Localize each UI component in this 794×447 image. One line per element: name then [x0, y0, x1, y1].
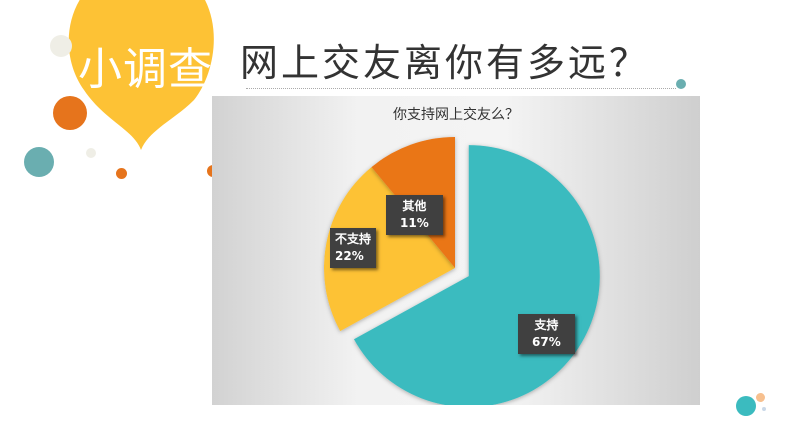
decor-circle — [676, 79, 686, 89]
decor-circle — [86, 148, 96, 158]
data-label-percent: 11% — [400, 216, 429, 230]
data-label: 不支持 22% — [330, 228, 377, 268]
badge-label: 小调查 — [78, 44, 213, 95]
pie-svg — [324, 137, 600, 405]
data-label-percent: 22% — [335, 249, 364, 263]
decor-circle — [762, 407, 766, 411]
title-divider — [246, 88, 676, 89]
decor-circle — [756, 393, 765, 402]
title-badge-shape — [68, 0, 214, 150]
page-title: 网上交友离你有多远？ — [240, 41, 651, 85]
chart-title: 你支持网上交友么？ — [393, 107, 519, 123]
decor-circle — [116, 168, 127, 179]
data-label-category: 不支持 — [335, 232, 372, 246]
pie-slice-1 — [324, 167, 455, 332]
decor-circle — [50, 35, 72, 57]
data-label-category: 支持 — [534, 318, 559, 332]
decor-circle — [24, 147, 54, 177]
decor-circle — [736, 396, 756, 416]
data-label-percent: 67% — [532, 335, 561, 349]
data-label: 其他 11% — [386, 195, 443, 235]
data-label: 支持 67% — [518, 314, 575, 354]
data-label-category: 其他 — [402, 199, 427, 213]
decor-circle — [53, 96, 87, 130]
pie-chart: 你支持网上交友么？ 支持 67% 不支持 22% 其他 11% — [212, 96, 700, 405]
